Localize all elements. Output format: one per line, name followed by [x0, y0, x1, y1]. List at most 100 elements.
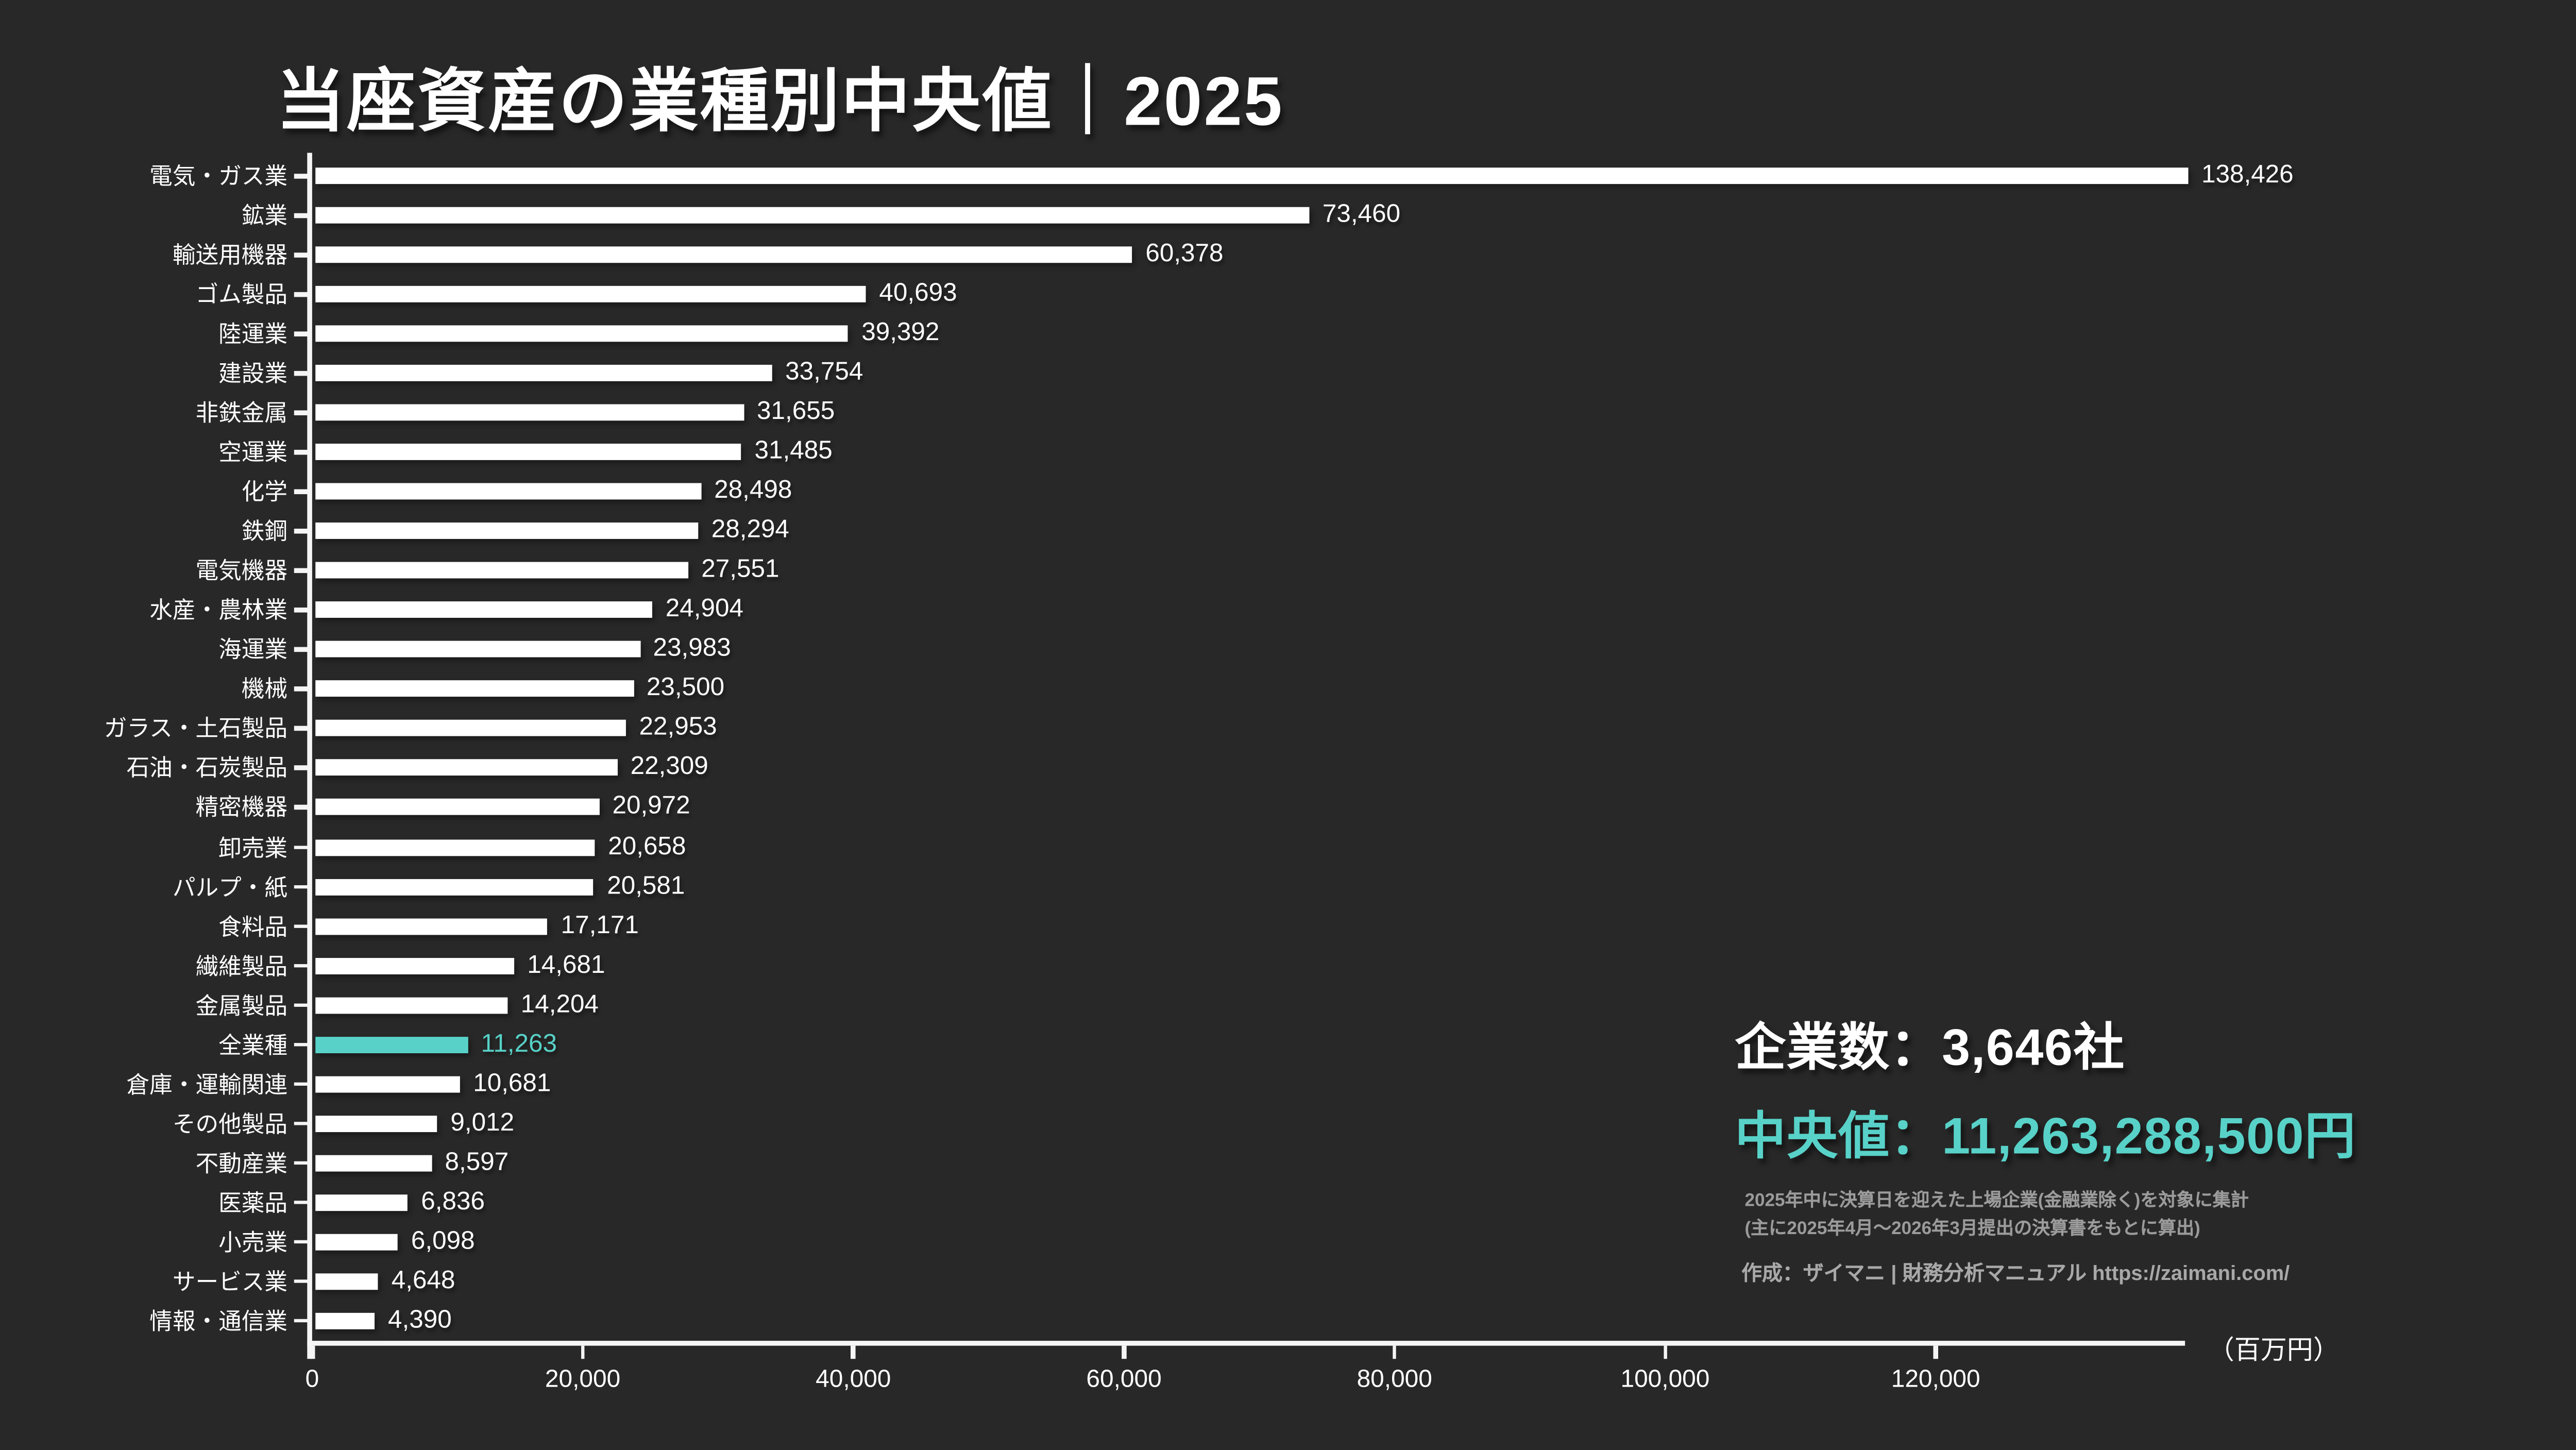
value-label: 6,836 [421, 1187, 485, 1216]
x-axis-tick-label: 0 [305, 1365, 319, 1394]
x-axis-tick-label: 120,000 [1891, 1365, 1980, 1394]
bar-row: 全業種 11,263 [218, 1025, 2185, 1065]
category-label: 水産・農林業 [149, 597, 288, 623]
value-label: 14,204 [520, 990, 599, 1018]
value-label: 60,378 [1145, 240, 1224, 268]
bar [315, 760, 618, 777]
category-tick [294, 410, 311, 415]
value-label: 22,953 [639, 714, 717, 742]
value-label: 4,390 [388, 1306, 452, 1334]
value-label: 39,392 [861, 318, 940, 347]
value-label: 23,500 [646, 674, 725, 702]
value-label: 28,294 [711, 516, 789, 545]
value-label: 14,681 [527, 951, 605, 979]
x-axis-tick-label: 60,000 [1086, 1365, 1162, 1394]
bar-row: 金属製品 14,204 [195, 985, 2185, 1025]
value-label: 10,681 [473, 1069, 551, 1098]
category-tick [294, 1121, 311, 1126]
bar-chart-plot: 電気・ガス業 138,426 鉱業 73,460 輸送用機器 60,378 ゴム製品 40,6… [104, 153, 2340, 1393]
bar [315, 720, 626, 737]
x-axis-tick [581, 1345, 585, 1359]
category-label: 石油・石炭製品 [126, 755, 288, 782]
value-label: 8,597 [445, 1148, 509, 1176]
category-label: 精密機器 [195, 794, 288, 821]
bar-row: 輸送用機器 60,378 [173, 235, 2185, 275]
bar [315, 483, 701, 500]
bar [315, 246, 1132, 263]
bar [315, 1075, 460, 1092]
category-label: 不動産業 [195, 1150, 288, 1176]
bar [315, 1234, 398, 1251]
x-axis-tick [1392, 1345, 1397, 1359]
category-label: 化学 [241, 478, 288, 505]
category-tick [294, 805, 311, 810]
x-axis-tick [851, 1345, 856, 1359]
category-label: サービス業 [172, 1268, 288, 1295]
x-axis-tick [1122, 1345, 1126, 1359]
x-axis-tick [310, 1345, 314, 1359]
value-label: 6,098 [411, 1227, 475, 1255]
category-tick [294, 1200, 311, 1205]
category-tick [294, 963, 311, 968]
bar-row: 鉱業 73,460 [242, 196, 2185, 235]
category-label: ゴム製品 [195, 281, 288, 308]
bar-row: サービス業 4,648 [173, 1261, 2185, 1301]
y-axis-line [307, 153, 312, 1359]
category-tick [294, 252, 311, 257]
bar-row: ガラス・土石製品 22,953 [104, 709, 2185, 749]
value-label: 17,171 [561, 911, 639, 939]
bar-row: 石油・石炭製品 22,309 [127, 748, 2185, 788]
bar-row: 電気機器 27,551 [195, 551, 2185, 591]
bar [315, 365, 772, 382]
bar [315, 918, 548, 935]
value-label: 20,658 [608, 832, 686, 861]
bar-row: 鉄鋼 28,294 [242, 512, 2185, 551]
category-label: ガラス・土石製品 [104, 715, 288, 742]
category-label: パルプ・紙 [172, 873, 288, 900]
category-label: 鉱業 [241, 202, 288, 229]
bar-row: 小売業 6,098 [218, 1222, 2185, 1262]
value-label: 9,012 [450, 1108, 515, 1137]
category-label: 医薬品 [218, 1189, 288, 1216]
category-label: その他製品 [172, 1110, 288, 1137]
bar [315, 404, 744, 421]
bar-row: ゴム製品 40,693 [195, 275, 2185, 314]
category-label: 非鉄金属 [195, 399, 288, 426]
category-label: 卸売業 [218, 834, 288, 861]
category-tick [294, 568, 311, 573]
bar-row: 倉庫・運輸関連 10,681 [127, 1064, 2185, 1104]
x-axis-line [307, 1341, 2185, 1346]
category-tick [294, 726, 311, 731]
category-tick [294, 490, 311, 494]
bar [315, 207, 1310, 224]
x-axis-tick [1663, 1345, 1667, 1359]
category-tick [294, 1082, 311, 1086]
bar [315, 681, 634, 698]
x-axis-tick-label: 40,000 [816, 1365, 891, 1394]
category-label: 海運業 [218, 636, 288, 663]
bar-row: 空運業 31,485 [218, 432, 2185, 472]
bar [315, 799, 599, 816]
category-label: 建設業 [218, 360, 288, 386]
category-label: 電気機器 [195, 557, 288, 584]
category-label: 機械 [241, 676, 288, 702]
category-tick [294, 1003, 311, 1007]
category-tick [294, 174, 311, 178]
value-label: 27,551 [701, 555, 779, 584]
bar-row: その他製品 9,012 [173, 1104, 2185, 1143]
bar-row: 水産・農林業 24,904 [149, 591, 2185, 630]
category-label: 小売業 [218, 1228, 288, 1255]
bar-row: 電気・ガス業 138,426 [149, 156, 2293, 196]
bar-row: 機械 23,500 [242, 669, 2185, 709]
value-label: 31,485 [754, 437, 833, 466]
bar [315, 602, 653, 619]
value-label: 138,426 [2201, 161, 2294, 189]
footnote-line-1: 2025年中に決算日を迎えた上場企業(金融業除く)を対象に集計 [1744, 1191, 2249, 1211]
bar-row: 繊維製品 14,681 [195, 946, 2185, 985]
category-label: 食料品 [218, 913, 288, 939]
category-tick [294, 884, 311, 889]
bar-row: 建設業 33,754 [218, 353, 2185, 393]
bar-highlight [315, 1036, 468, 1053]
companies-count-stat: 企業数：3,646社 [1735, 1019, 2125, 1076]
bar-row: 情報・通信業 4,390 [149, 1301, 2185, 1341]
